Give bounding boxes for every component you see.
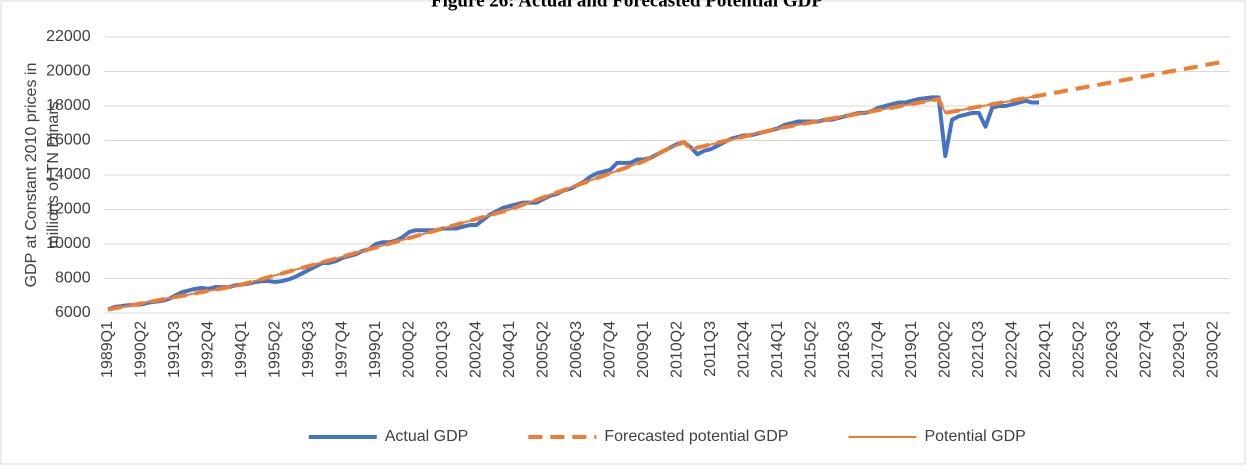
x-tick-label: 2002Q4 bbox=[468, 321, 485, 378]
chart-title: Figure 26: Actual and Forecasted Potenti… bbox=[431, 0, 823, 11]
x-tick-label: 2020Q2 bbox=[937, 321, 954, 378]
x-tick-label: 1995Q2 bbox=[267, 321, 284, 378]
x-tick-label: 2007Q4 bbox=[602, 321, 619, 378]
legend-label: Potential GDP bbox=[924, 428, 1025, 445]
x-tick-label: 2016Q3 bbox=[836, 321, 853, 378]
x-tick-label: 2024Q1 bbox=[1037, 321, 1054, 378]
x-tick-label: 1989Q1 bbox=[99, 321, 116, 378]
x-tick-label: 1992Q4 bbox=[200, 321, 217, 378]
x-tick-label: 1999Q1 bbox=[367, 321, 384, 378]
x-tick-label: 2022Q4 bbox=[1004, 321, 1021, 378]
y-tick-label: 10000 bbox=[46, 235, 91, 252]
x-tick-label: 1991Q3 bbox=[166, 321, 183, 378]
x-tick-label: 2030Q2 bbox=[1204, 321, 1221, 378]
legend-label: Forecasted potential GDP bbox=[604, 428, 788, 445]
y-tick-label: 12000 bbox=[46, 201, 91, 218]
x-tick-label: 2017Q4 bbox=[870, 321, 887, 378]
y-tick-label: 16000 bbox=[46, 132, 91, 149]
y-axis-label: GDP at Constant 2010 prices in bbox=[23, 63, 40, 288]
x-tick-label: 2012Q4 bbox=[736, 321, 753, 378]
x-tick-label: 2010Q2 bbox=[669, 321, 686, 378]
x-tick-label: 2001Q3 bbox=[434, 321, 451, 378]
x-tick-label: 1994Q1 bbox=[233, 321, 250, 378]
x-tick-label: 2009Q1 bbox=[635, 321, 652, 378]
x-tick-label: 2004Q1 bbox=[501, 321, 518, 378]
chart-border bbox=[0, 0, 1246, 465]
y-tick-label: 18000 bbox=[46, 97, 91, 114]
y-tick-label: 8000 bbox=[55, 270, 91, 287]
x-tick-label: 2015Q2 bbox=[803, 321, 820, 378]
x-tick-label: 2025Q2 bbox=[1070, 321, 1087, 378]
x-tick-label: 1997Q4 bbox=[334, 321, 351, 378]
x-tick-label: 2026Q3 bbox=[1104, 321, 1121, 378]
y-axis-label: millions of TN Dinars bbox=[45, 101, 62, 248]
x-tick-label: 2000Q2 bbox=[401, 321, 418, 378]
y-tick-label: 22000 bbox=[46, 28, 91, 45]
x-tick-label: 2019Q1 bbox=[903, 321, 920, 378]
x-tick-label: 2011Q3 bbox=[702, 321, 719, 377]
x-tick-label: 2021Q3 bbox=[970, 321, 987, 378]
x-tick-label: 2005Q2 bbox=[535, 321, 552, 378]
x-tick-label: 2006Q3 bbox=[568, 321, 585, 378]
x-tick-label: 2027Q4 bbox=[1137, 321, 1154, 378]
legend-label: Actual GDP bbox=[385, 428, 469, 445]
y-tick-label: 14000 bbox=[46, 166, 91, 183]
y-tick-label: 6000 bbox=[55, 304, 91, 321]
x-tick-label: 2014Q1 bbox=[769, 321, 786, 378]
y-tick-label: 20000 bbox=[46, 63, 91, 80]
series-line bbox=[107, 94, 1040, 311]
x-tick-label: 1996Q3 bbox=[300, 321, 317, 378]
x-tick-label: 2029Q1 bbox=[1171, 321, 1188, 378]
x-tick-label: 1990Q2 bbox=[133, 321, 150, 378]
